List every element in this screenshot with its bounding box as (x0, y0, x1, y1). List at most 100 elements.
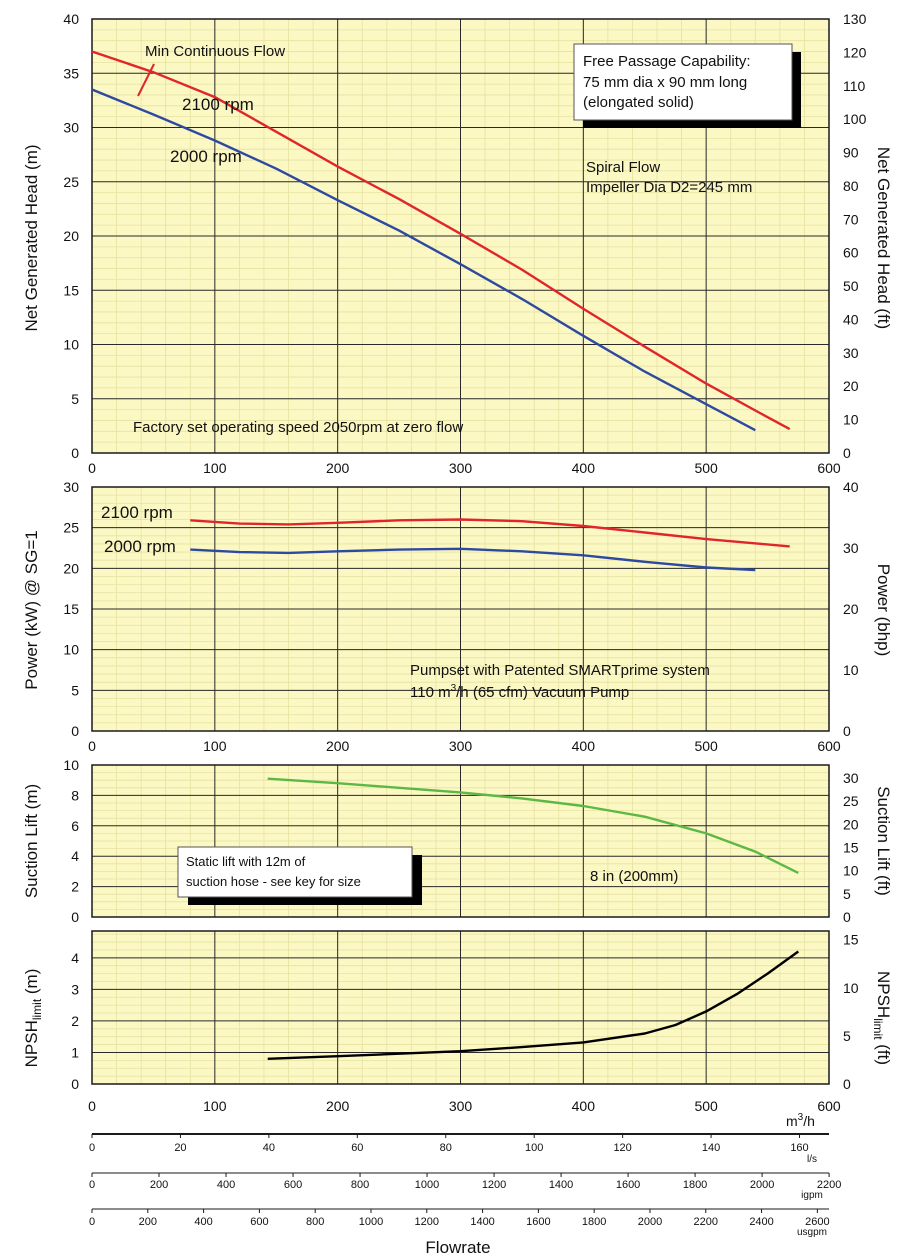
y-tick-label: 0 (71, 723, 79, 739)
y-tick-label: 15 (63, 601, 79, 617)
npsh-ylabel-main: NPSH (22, 1020, 41, 1067)
flow-scale-tick-label: 1200 (482, 1179, 506, 1191)
x-tick-label: 200 (326, 1098, 350, 1114)
y2-tick-label: 20 (843, 816, 859, 832)
y-tick-label: 0 (71, 445, 79, 461)
flow-scale-tick-label: 2000 (750, 1179, 774, 1191)
flow-scale-tick-label: 80 (440, 1142, 452, 1154)
series-line-2 (190, 547, 756, 572)
suction-panel: 0 2 4 6 8 10 0 5 10 15 20 25 30 Suction Lift (m) Suc… (22, 757, 893, 925)
flow-scale-tick-label: 20 (174, 1142, 186, 1154)
y2-tick-label: 10 (843, 662, 859, 678)
flow-scale-tick-label: 120 (613, 1142, 631, 1154)
x-tick-label: 600 (817, 738, 841, 754)
flow-scale-tick-label: 40 (263, 1142, 275, 1154)
flow-scale-tick-label: 1200 (415, 1216, 439, 1228)
flow-scale-tick-label: 1400 (549, 1179, 573, 1191)
y2-tick-label: 0 (843, 909, 851, 925)
plot-border (91, 930, 830, 1085)
x-tick-label: 400 (572, 738, 596, 754)
x-tick-label: 100 (203, 1098, 227, 1114)
y2-tick-label: 10 (843, 863, 859, 879)
y2-tick-label: 50 (843, 278, 859, 294)
smartprime-line-2b: /h (65 cfm) Vacuum Pump (456, 684, 629, 701)
flow-scale-tick-label: 800 (351, 1179, 369, 1191)
y2-tick-label: 40 (843, 479, 859, 495)
y2-tick-label: 10 (843, 980, 859, 996)
static-lift-line-1: Static lift with 12m of (186, 854, 306, 869)
flow-scale-tick-label: 2200 (694, 1216, 718, 1228)
y2-tick-label: 110 (843, 78, 866, 94)
y2-tick-label: 20 (843, 378, 859, 394)
y-tick-label: 10 (63, 757, 79, 773)
x-tick-label: 500 (694, 1098, 718, 1114)
flow-scale-tick-label: 0 (89, 1142, 95, 1154)
y-tick-label: 15 (63, 282, 79, 298)
flow-scale-tick-label: 800 (306, 1216, 324, 1228)
y2-tick-label: 10 (843, 412, 859, 428)
flow-scale-tick-label: 100 (525, 1142, 543, 1154)
x-tick-label: 100 (203, 460, 227, 476)
series-line-1 (190, 518, 790, 548)
y-tick-label: 0 (71, 1076, 79, 1092)
flow-scale-tick-label: 1600 (616, 1179, 640, 1191)
y-tick-label: 10 (63, 642, 79, 658)
series-line-2 (91, 88, 756, 432)
y2-tick-label: 25 (843, 793, 859, 809)
head-ylabel: Net Generated Head (m) (22, 144, 41, 331)
y-tick-label: 1 (71, 1044, 79, 1060)
npsh-ylabel-unit: (m) (22, 969, 41, 999)
free-passage-line-1: Free Passage Capability: (583, 53, 751, 70)
flow-scale-tick-label: 0 (89, 1179, 95, 1191)
y-tick-label: 5 (71, 682, 79, 698)
y2-tick-label: 0 (843, 1076, 851, 1092)
power-ylabel: Power (kW) @ SG=1 (22, 530, 41, 689)
y2-tick-label: 90 (843, 145, 859, 161)
npsh-ylabel-right-main: NPSH (874, 971, 893, 1018)
x-tick-label: 600 (817, 460, 841, 476)
flow-scale-tick-label: 400 (194, 1216, 212, 1228)
smartprime-line-1: Pumpset with Patented SMARTprime system (410, 662, 710, 679)
x-tick-label: 400 (572, 1098, 596, 1114)
power-2100rpm-label: 2100 rpm (101, 503, 173, 522)
y2-tick-label: 30 (843, 345, 859, 361)
head-ylabel-right: Net Generated Head (ft) (874, 147, 893, 329)
npsh-ylabel-sub: limit (30, 998, 44, 1020)
head-2000rpm-label: 2000 rpm (170, 147, 242, 166)
head-panel: 0510152025303540010203040506070809010011… (22, 11, 893, 476)
y2-tick-label: 80 (843, 178, 859, 194)
x-tick-label: 300 (449, 460, 473, 476)
flow-scale-tick-label: 2400 (749, 1216, 773, 1228)
flow-scale-tick-label: 600 (284, 1179, 302, 1191)
x-tick-label: 0 (88, 1098, 96, 1114)
y2-tick-label: 15 (843, 839, 859, 855)
flow-scale-tick-label: 1400 (470, 1216, 494, 1228)
flowrate-label: Flowrate (425, 1238, 490, 1257)
x-tick-label: 600 (817, 1098, 841, 1114)
y-tick-label: 40 (63, 11, 79, 27)
flow-scale-tick-label: 600 (250, 1216, 268, 1228)
y2-tick-label: 0 (843, 445, 851, 461)
y2-tick-label: 5 (843, 1028, 851, 1044)
y-tick-label: 20 (63, 560, 79, 576)
npsh-ylabel: NPSHlimit (m) (22, 969, 44, 1068)
series-line-1 (91, 50, 791, 431)
y-tick-label: 2 (71, 879, 79, 895)
smartprime-line-2a: 110 m (410, 684, 451, 701)
x-tick-label: 400 (572, 460, 596, 476)
y-tick-label: 0 (71, 909, 79, 925)
spiral-flow-line-1: Spiral Flow (586, 159, 660, 176)
y2-tick-label: 40 (843, 311, 859, 327)
spiral-flow-line-2: Impeller Dia D2=245 mm (586, 179, 752, 196)
y-tick-label: 2 (71, 1013, 79, 1029)
y-tick-label: 10 (63, 337, 79, 353)
x-tick-label: 200 (326, 460, 350, 476)
suction-ylabel: Suction Lift (m) (22, 784, 41, 898)
y2-tick-label: 120 (843, 44, 867, 60)
flow-scale-tick-label: 1000 (415, 1179, 439, 1191)
plot-border (91, 486, 830, 732)
flow-scale-tick-label: 2200 (817, 1179, 841, 1191)
free-passage-note: Free Passage Capability: 75 mm dia x 90 … (573, 43, 801, 128)
x-tick-label: 100 (203, 738, 227, 754)
